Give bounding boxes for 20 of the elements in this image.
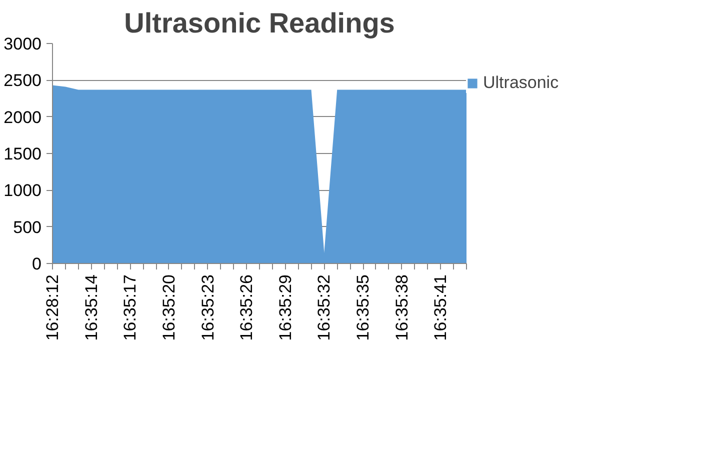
x-tick-label: 16:35:35 — [354, 274, 372, 341]
y-tick-label: 3000 — [4, 34, 42, 54]
chart-title: Ultrasonic Readings — [124, 8, 395, 38]
x-tick-label: 16:28:12 — [43, 274, 62, 341]
legend-label: Ultrasonic — [483, 73, 559, 93]
y-tick-label: 500 — [13, 218, 42, 237]
x-tick-label: 16:35:17 — [120, 274, 140, 341]
x-tick-label: 16:35:14 — [82, 274, 101, 341]
y-tick-label: 2500 — [4, 71, 42, 90]
x-tick-label: 16:35:38 — [392, 274, 412, 341]
x-tick-label: 16:35:29 — [276, 274, 295, 341]
x-tick-label: 16:35:32 — [314, 274, 334, 341]
y-tick-label: 1500 — [4, 144, 42, 164]
y-tick-label: 0 — [32, 254, 42, 274]
x-tick-label: 16:35:41 — [431, 274, 450, 341]
x-tick-label: 16:35:20 — [159, 274, 178, 341]
x-tick-label: 16:35:26 — [237, 274, 256, 341]
y-tick-label: 2000 — [4, 108, 42, 127]
x-tick-label: 16:35:23 — [198, 274, 218, 341]
y-tick-label: 1000 — [4, 181, 42, 200]
